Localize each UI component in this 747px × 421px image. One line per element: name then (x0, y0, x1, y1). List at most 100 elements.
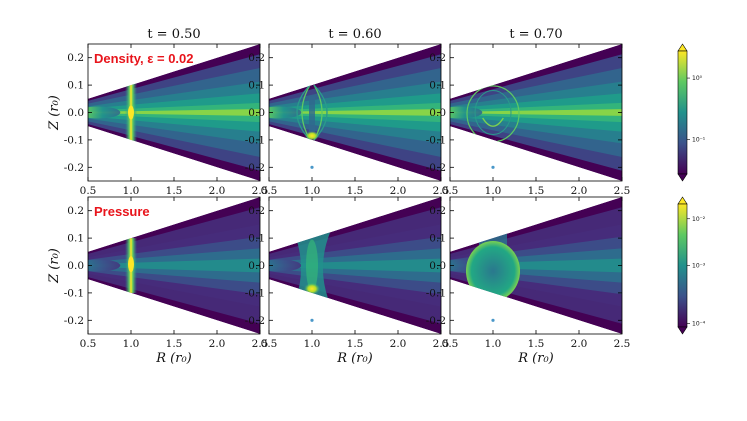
wedge-field (450, 44, 622, 181)
y-tick-label: 0.1 (429, 80, 446, 92)
y-tick-label: 0.2 (248, 52, 265, 64)
y-axis-label-1: Z (r₀) (47, 248, 62, 284)
column-title-2: t = 0.70 (509, 27, 562, 42)
y-tick-label: 0.2 (429, 52, 446, 64)
x-tick-label: 1.5 (347, 185, 364, 197)
x-tick-label: 0.5 (261, 338, 278, 350)
colorbar-extend-top (677, 196, 688, 205)
feature-shell-inner (474, 90, 512, 135)
y-tick-label: 0.2 (67, 52, 84, 64)
y-tick-label: 0.0 (67, 107, 84, 119)
panel-r1-c2: 0.5 1.0 1.5 2.0 2.5 0.2 0.1 0.0 -0.1 -0.2 (426, 196, 631, 350)
row-annotation-0: Density, ε = 0.02 (94, 51, 194, 66)
y-tick-label: 0.0 (248, 107, 265, 119)
y-tick-label: 0.1 (248, 80, 265, 92)
x-tick-label: 2.0 (390, 338, 407, 350)
y-tick-label: 0.2 (248, 205, 265, 217)
colorbar-tick-label: 10⁻² (692, 216, 706, 223)
feature-hotspot (305, 130, 319, 141)
colorbar-extend-bottom (677, 326, 688, 335)
x-tick-label: 1.0 (485, 185, 502, 197)
feature-hotspot (128, 256, 134, 273)
y-tick-label: 0.1 (67, 80, 84, 92)
x-tick-label: 1.5 (166, 185, 183, 197)
colorbar-tick-label: 10⁻³ (692, 263, 706, 270)
x-axis-label-1: R (r₀) (336, 351, 373, 366)
x-tick-label: 0.5 (442, 185, 459, 197)
x-tick-label: 2.5 (433, 338, 450, 350)
x-tick-label: 1.5 (528, 338, 545, 350)
y-tick-label: -0.1 (426, 287, 446, 299)
inner-core (88, 259, 121, 272)
x-tick-label: 2.5 (252, 338, 269, 350)
x-tick-label: 0.5 (442, 338, 459, 350)
feature-bulb (466, 240, 520, 301)
wedge-layer-4 (450, 258, 622, 273)
wedge-field (450, 197, 622, 334)
y-tick-label: 0.0 (429, 107, 446, 119)
column-title-0: t = 0.50 (147, 27, 200, 42)
x-tick-label: 2.5 (614, 185, 631, 197)
panel-r0-c2: 0.5 1.0 1.5 2.0 2.5 0.2 0.1 0.0 -0.1 -0.2 (426, 43, 631, 197)
panel-r0-c0: 0.5 1.0 1.5 2.0 2.5 0.2 0.1 0.0 -0.1 -0.2 (64, 43, 269, 197)
x-tick-label: 2.5 (433, 185, 450, 197)
x-tick-label: 2.5 (252, 185, 269, 197)
panel-r1-c0: 0.5 1.0 1.5 2.0 2.5 0.2 0.1 0.0 -0.1 -0.2 (64, 196, 269, 350)
column-title-1: t = 0.60 (328, 27, 381, 42)
row-annotation-1: Pressure (94, 204, 150, 219)
y-tick-label: -0.2 (245, 315, 265, 327)
x-tick-label: 1.5 (528, 185, 545, 197)
colorbar-extend-top (677, 43, 688, 52)
colorbar-bar (677, 50, 688, 175)
y-tick-label: -0.2 (64, 315, 84, 327)
inner-core (269, 106, 302, 119)
x-tick-label: 2.0 (209, 185, 226, 197)
x-tick-label: 0.5 (80, 185, 97, 197)
panel-r0-c1: 0.5 1.0 1.5 2.0 2.5 0.2 0.1 0.0 -0.1 -0.2 (245, 43, 450, 197)
colorbar-bar (677, 203, 688, 328)
x-tick-label: 2.0 (209, 338, 226, 350)
feature-channel (309, 96, 315, 132)
x-axis-label-0: R (r₀) (155, 351, 192, 366)
wedge-layer-5 (88, 109, 260, 116)
colorbar-extend-bottom (677, 173, 688, 182)
y-tick-label: -0.1 (64, 134, 84, 146)
x-axis-label-2: R (r₀) (517, 351, 554, 366)
x-tick-label: 2.5 (614, 338, 631, 350)
y-tick-label: 0.2 (429, 205, 446, 217)
y-tick-label: -0.2 (245, 162, 265, 174)
colorbar-tick-label: 10⁻¹ (692, 137, 706, 144)
y-tick-label: -0.1 (245, 134, 265, 146)
y-tick-label: -0.1 (426, 134, 446, 146)
x-tick-label: 2.0 (571, 338, 588, 350)
colorbar-tick-label: 10⁻⁴ (692, 320, 706, 327)
x-tick-label: 1.0 (304, 185, 321, 197)
y-tick-label: -0.1 (64, 287, 84, 299)
y-tick-label: 0.2 (67, 205, 84, 217)
wedge-layer-4 (88, 258, 260, 273)
y-tick-label: 0.1 (248, 233, 265, 245)
y-tick-label: -0.1 (245, 287, 265, 299)
marker-point (491, 165, 495, 169)
colorbar-tick-label: 10⁰ (692, 75, 703, 82)
colorbar-1: 10⁻² 10⁻³ 10⁻⁴ (677, 196, 706, 335)
wedge-layer-5 (450, 109, 622, 116)
x-tick-label: 1.0 (485, 338, 502, 350)
y-tick-label: -0.2 (426, 315, 446, 327)
feature-core (306, 239, 318, 292)
y-tick-label: 0.0 (248, 260, 265, 272)
inner-core (269, 259, 302, 272)
y-tick-label: -0.2 (64, 162, 84, 174)
x-tick-label: 2.0 (571, 185, 588, 197)
wedge-layer-4 (269, 258, 441, 273)
wedge-layer-5 (269, 109, 441, 116)
wedge-field (88, 197, 260, 334)
x-tick-label: 1.0 (123, 185, 140, 197)
y-tick-label: 0.1 (67, 233, 84, 245)
feature-front (482, 117, 504, 127)
x-tick-label: 1.0 (123, 338, 140, 350)
inner-core (88, 106, 121, 119)
wedge-field (88, 44, 260, 181)
x-tick-label: 2.0 (390, 185, 407, 197)
feature-hotspot (128, 105, 134, 120)
